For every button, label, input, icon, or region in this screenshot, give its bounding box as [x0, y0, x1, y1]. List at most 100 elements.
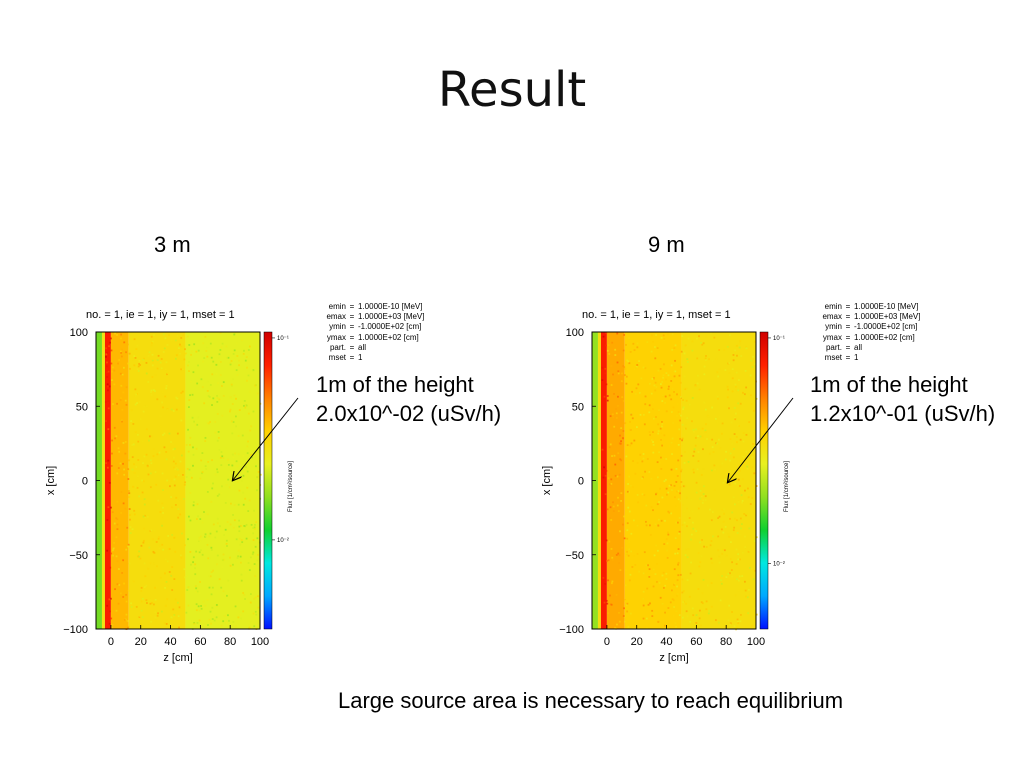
flux-speckle — [619, 434, 621, 437]
flux-speckle — [661, 425, 663, 428]
flux-speckle — [209, 575, 212, 578]
flux-speckle — [605, 539, 608, 542]
flux-speckle — [254, 523, 256, 526]
param-row: ymax = 1.0000E+02 [cm] — [806, 333, 921, 343]
flux-speckle — [119, 398, 122, 401]
flux-speckle — [233, 394, 236, 397]
flux-speckle — [170, 574, 173, 577]
flux-speckle — [152, 603, 155, 606]
flux-speckle — [214, 473, 217, 476]
flux-speckle — [627, 626, 630, 628]
flux-speckle — [652, 509, 654, 512]
flux-speckle — [721, 422, 724, 425]
flux-speckle — [120, 333, 123, 336]
flux-speckle — [665, 578, 668, 580]
flux-speckle — [179, 460, 182, 463]
flux-speckle — [206, 355, 209, 358]
flux-speckle — [746, 596, 749, 599]
param-key: ymax — [326, 332, 346, 342]
flux-speckle — [179, 352, 181, 355]
flux-speckle — [628, 540, 631, 543]
flux-speckle — [154, 471, 157, 473]
flux-speckle — [630, 550, 633, 553]
flux-speckle — [680, 366, 683, 369]
flux-speckle — [251, 370, 254, 373]
flux-speckle — [203, 357, 206, 359]
flux-speckle — [710, 582, 713, 584]
flux-speckle — [128, 492, 131, 495]
flux-speckle — [222, 620, 225, 623]
flux-speckle — [663, 480, 666, 483]
flux-speckle — [120, 384, 123, 387]
flux-speckle — [229, 469, 232, 472]
flux-speckle — [657, 549, 659, 552]
flux-speckle — [116, 560, 119, 563]
flux-speckle — [129, 532, 132, 534]
param-value: all — [854, 342, 863, 352]
flux-speckle — [221, 559, 224, 562]
flux-speckle — [686, 556, 689, 559]
flux-speckle — [187, 515, 190, 518]
flux-speckle — [657, 620, 660, 623]
flux-speckle — [737, 500, 740, 503]
flux-speckle — [603, 395, 606, 398]
flux-speckle — [613, 425, 616, 428]
flux-speckle — [684, 344, 687, 347]
flux-speckle — [216, 397, 219, 399]
flux-speckle — [711, 562, 714, 564]
flux-speckle — [201, 521, 204, 524]
flux-speckle — [745, 386, 748, 389]
flux-speckle — [218, 578, 221, 581]
flux-speckle — [655, 612, 657, 614]
flux-speckle — [135, 466, 138, 468]
flux-speckle — [636, 342, 639, 345]
flux-speckle — [617, 496, 619, 499]
flux-speckle — [223, 615, 226, 617]
flux-speckle — [143, 498, 146, 501]
flux-speckle — [618, 554, 621, 557]
flux-speckle — [639, 413, 642, 416]
flux-speckle — [257, 471, 260, 473]
flux-speckle — [141, 616, 144, 619]
flux-speckle — [245, 523, 248, 526]
flux-speckle — [700, 341, 702, 344]
flux-speckle — [739, 340, 742, 343]
flux-speckle — [690, 538, 692, 541]
flux-speckle — [242, 491, 245, 494]
flux-speckle — [703, 365, 706, 368]
flux-speckle — [658, 451, 661, 454]
flux-speckle — [232, 456, 235, 459]
flux-speckle — [651, 377, 654, 380]
flux-speckle — [117, 362, 119, 365]
flux-speckle — [745, 513, 748, 516]
flux-speckle — [721, 509, 724, 511]
flux-speckle — [653, 384, 656, 387]
flux-speckle — [751, 456, 754, 459]
flux-speckle — [176, 432, 179, 435]
flux-speckle — [723, 508, 725, 511]
flux-speckle — [171, 506, 174, 509]
flux-speckle — [668, 484, 671, 487]
flux-speckle — [661, 574, 664, 577]
flux-speckle — [132, 485, 135, 488]
flux-speckle — [725, 576, 728, 578]
flux-speckle — [658, 501, 660, 503]
flux-speckle — [722, 481, 725, 484]
flux-speckle — [200, 549, 202, 552]
flux-speckle — [660, 431, 663, 434]
flux-speckle — [187, 428, 189, 431]
flux-speckle — [231, 453, 234, 456]
flux-speckle — [248, 569, 251, 571]
flux-speckle — [116, 583, 119, 586]
flux-speckle — [105, 347, 107, 350]
param-row: mset = 1 — [310, 353, 425, 363]
flux-speckle — [739, 533, 742, 536]
flux-speckle — [153, 529, 156, 532]
flux-speckle — [668, 394, 671, 397]
flux-speckle — [674, 537, 677, 540]
flux-speckle — [607, 477, 610, 480]
flux-speckle — [252, 369, 255, 372]
flux-speckle — [718, 515, 721, 518]
flux-speckle — [610, 478, 613, 481]
flux-speckle — [617, 510, 620, 513]
